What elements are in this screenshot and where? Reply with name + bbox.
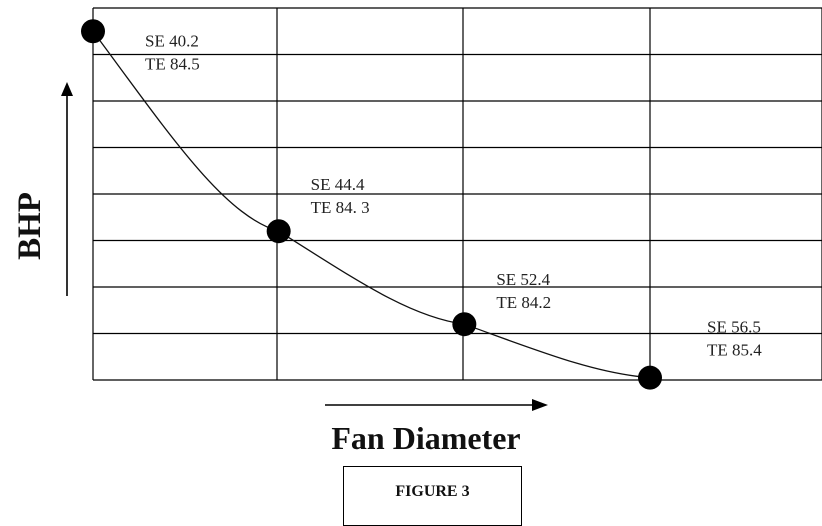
data-point-label: TE 85.4 <box>707 341 762 360</box>
y-axis-title: BHP <box>12 192 48 260</box>
data-point-label: SE 56.5 <box>707 318 761 337</box>
data-point-label: SE 44.4 <box>311 175 365 194</box>
data-point-marker <box>452 312 477 337</box>
x-axis-title: Fan Diameter <box>331 420 520 456</box>
figure-caption-box: FIGURE 3 <box>343 466 522 526</box>
data-point-marker <box>81 19 105 44</box>
grid <box>92 7 822 381</box>
data-point-label: TE 84.2 <box>496 293 551 312</box>
series-line <box>92 30 651 379</box>
y-axis-arrowhead <box>61 82 73 96</box>
data-point-marker <box>266 219 291 244</box>
data-point-label: TE 84.5 <box>145 54 200 73</box>
data-point-label: SE 52.4 <box>496 270 550 289</box>
data-point-label: SE 40.2 <box>145 31 199 50</box>
series-curve-layer <box>92 30 651 379</box>
figure-caption: FIGURE 3 <box>395 483 470 500</box>
data-point-labels: SE 40.2 TE 84.5 SE 44.4 TE 84. 3 SE 52.4 TE 8… <box>145 31 762 359</box>
x-axis-arrowhead <box>532 399 548 411</box>
data-point-marker <box>638 365 662 390</box>
data-points <box>81 19 662 390</box>
data-point-label: TE 84. 3 <box>311 198 370 217</box>
